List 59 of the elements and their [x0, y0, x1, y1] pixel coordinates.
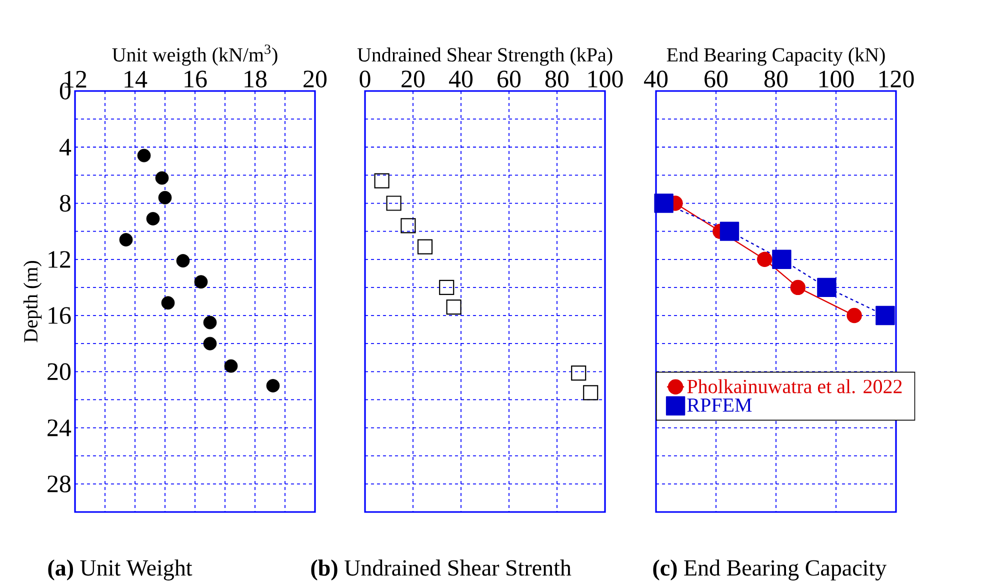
point — [176, 254, 190, 268]
point — [571, 366, 586, 381]
point — [446, 300, 462, 315]
point — [583, 385, 598, 400]
point — [386, 196, 402, 211]
point — [772, 250, 792, 269]
text: (a) Unit Weight — [48, 560, 192, 580]
x-tick-label: 40 — [448, 70, 473, 88]
x-axis-title: Unit weigth (kN/m$^{3}$) — [112, 44, 278, 66]
x-tick-label: 60 — [704, 70, 728, 88]
x-tick-label: 20 — [402, 70, 425, 88]
x-tick-label: 18 — [244, 70, 267, 88]
point — [155, 171, 169, 185]
point — [146, 212, 160, 226]
text: (b) Undrained Shear Strenth — [311, 560, 572, 580]
x-tick-label: 16 — [184, 70, 207, 88]
point — [374, 173, 390, 188]
point — [720, 222, 740, 241]
y-axis-title: Depth (m) — [23, 261, 42, 342]
x-tick-label: 20 — [304, 70, 327, 88]
point — [224, 359, 238, 373]
x-tick-label: 120 — [879, 70, 914, 88]
x-tick-label: 0 — [360, 70, 370, 88]
point — [654, 194, 674, 213]
x-tick-label: 100 — [819, 70, 854, 88]
point — [439, 280, 454, 296]
point — [161, 296, 175, 310]
text: (c) End Bearing Capacity — [653, 560, 887, 580]
y-tick-label: 16 — [48, 307, 71, 324]
y-tick-label: 8 — [60, 194, 71, 212]
point — [876, 306, 895, 326]
point — [417, 239, 433, 254]
y-tick-label: 28 — [48, 475, 71, 492]
x-tick-label: 100 — [588, 70, 623, 88]
legend-label: Pholkainuwatra et al. 2022 — [687, 379, 902, 394]
y-tick-label: 12 — [48, 251, 70, 268]
y-tick-label: 24 — [48, 420, 72, 436]
y-tick-label: 20 — [48, 363, 71, 380]
x-tick-label: 40 — [644, 70, 668, 88]
point — [137, 148, 151, 162]
point — [790, 280, 806, 296]
x-axis-title: End Bearing Capacity (kN) — [666, 48, 885, 66]
y-tick-label: 4 — [59, 138, 72, 156]
x-axis-title: Undrained Shear Strength (kPa) — [357, 48, 612, 66]
x-tick-label: 80 — [764, 70, 788, 88]
point — [203, 316, 217, 330]
x-tick-label: 14 — [124, 70, 148, 88]
point — [194, 275, 208, 289]
point — [757, 252, 772, 267]
x-tick-label: 80 — [545, 70, 569, 88]
point — [266, 378, 280, 392]
point — [203, 336, 217, 350]
point — [158, 190, 172, 204]
legend-label: RPFEM — [687, 398, 752, 412]
point — [119, 233, 133, 246]
point — [400, 218, 416, 234]
point — [817, 278, 836, 298]
x-tick-label: 60 — [498, 70, 521, 88]
point — [846, 308, 862, 324]
